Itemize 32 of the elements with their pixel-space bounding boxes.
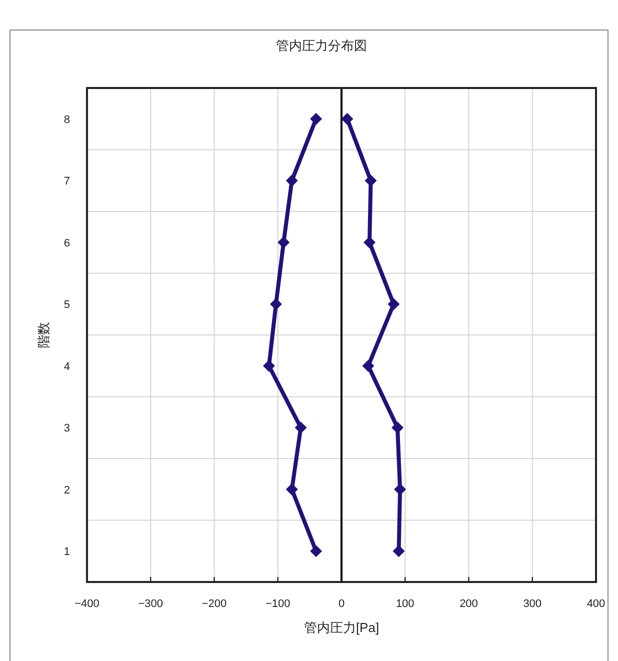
x-tick-label: 400 xyxy=(586,598,606,610)
x-tick-label: −200 xyxy=(202,598,227,610)
point xyxy=(286,174,298,187)
point xyxy=(310,545,322,558)
y-tick-label: 1 xyxy=(64,546,70,558)
y-axis-title: 階数 xyxy=(36,322,51,348)
chart-title: 管内圧力分布図 xyxy=(276,38,367,53)
x-tick-label: −100 xyxy=(265,598,290,610)
point xyxy=(286,483,298,496)
point xyxy=(388,298,400,310)
point xyxy=(262,360,275,372)
point xyxy=(270,298,282,310)
x-tick-label: −300 xyxy=(138,598,164,610)
y-tick-label: 8 xyxy=(64,114,70,126)
y-tick-label: 2 xyxy=(64,484,70,496)
x-tick-label: 300 xyxy=(523,598,542,610)
y-tick-label: 7 xyxy=(64,176,70,188)
y-tick-label: 5 xyxy=(64,299,70,312)
y-tick-label: 6 xyxy=(64,237,70,250)
x-tick-label: −400 xyxy=(74,598,100,610)
y-tick-label: 3 xyxy=(64,422,70,435)
point xyxy=(362,360,374,372)
x-tick-label: 0 xyxy=(338,598,345,610)
point xyxy=(278,236,290,248)
x-tick-label: 100 xyxy=(396,598,414,610)
x-axis-title: 管内圧力[Pa] xyxy=(304,620,380,635)
point xyxy=(310,112,322,125)
point xyxy=(341,112,354,125)
y-tick-label: 4 xyxy=(64,360,70,373)
point xyxy=(294,422,307,434)
point xyxy=(392,545,405,558)
x-tick-label: 200 xyxy=(460,598,478,610)
